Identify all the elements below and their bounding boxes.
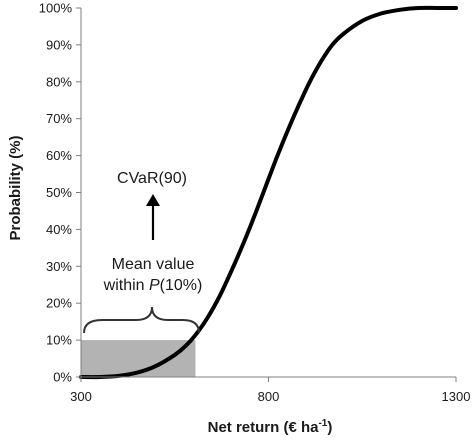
y-tick-label: 70% [46,111,72,126]
x-axis-title-end: ) [327,419,332,436]
x-axis-title-main: Net return (€ ha [208,419,320,436]
y-tick-label: 40% [46,222,72,237]
y-tick-label: 100% [39,1,73,16]
x-axis-title-superscript: -1 [318,418,327,429]
y-tick-label: 20% [46,296,72,311]
x-tick-label: 1300 [442,389,471,404]
axes-layer [76,7,457,382]
curve-layer [79,5,458,380]
y-axis-title: Probability (%) [7,135,24,240]
mean-value-line1: Mean value [112,256,195,273]
y-tick-label: 60% [46,148,72,163]
y-tick-label: 90% [46,37,72,52]
y-tick-labels: 0% 10% 20% 30% 40% 50% 60% 70% 80% 90% 100% [39,1,73,385]
x-tick-labels: 300 800 1300 [70,389,470,404]
mean-value-p-italic: P [149,277,160,294]
cdf-curve [79,5,458,380]
y-tick-label: 0% [53,370,72,385]
mean-value-within: within [103,277,149,294]
y-tick-label: 10% [46,333,72,348]
up-arrow [146,194,160,240]
curly-brace [83,306,200,334]
x-axis-title: Net return (€ ha-1) [208,418,333,436]
y-tick-label: 50% [46,185,72,200]
y-tick-label: 80% [46,74,72,89]
mean-value-line2: within P(10%) [103,277,203,294]
mean-value-percent: (10%) [160,277,203,294]
y-tick-label: 30% [46,259,72,274]
cvar-label: CVaR(90) [117,170,187,187]
x-tick-label: 800 [258,389,280,404]
x-tick-label: 300 [70,389,92,404]
